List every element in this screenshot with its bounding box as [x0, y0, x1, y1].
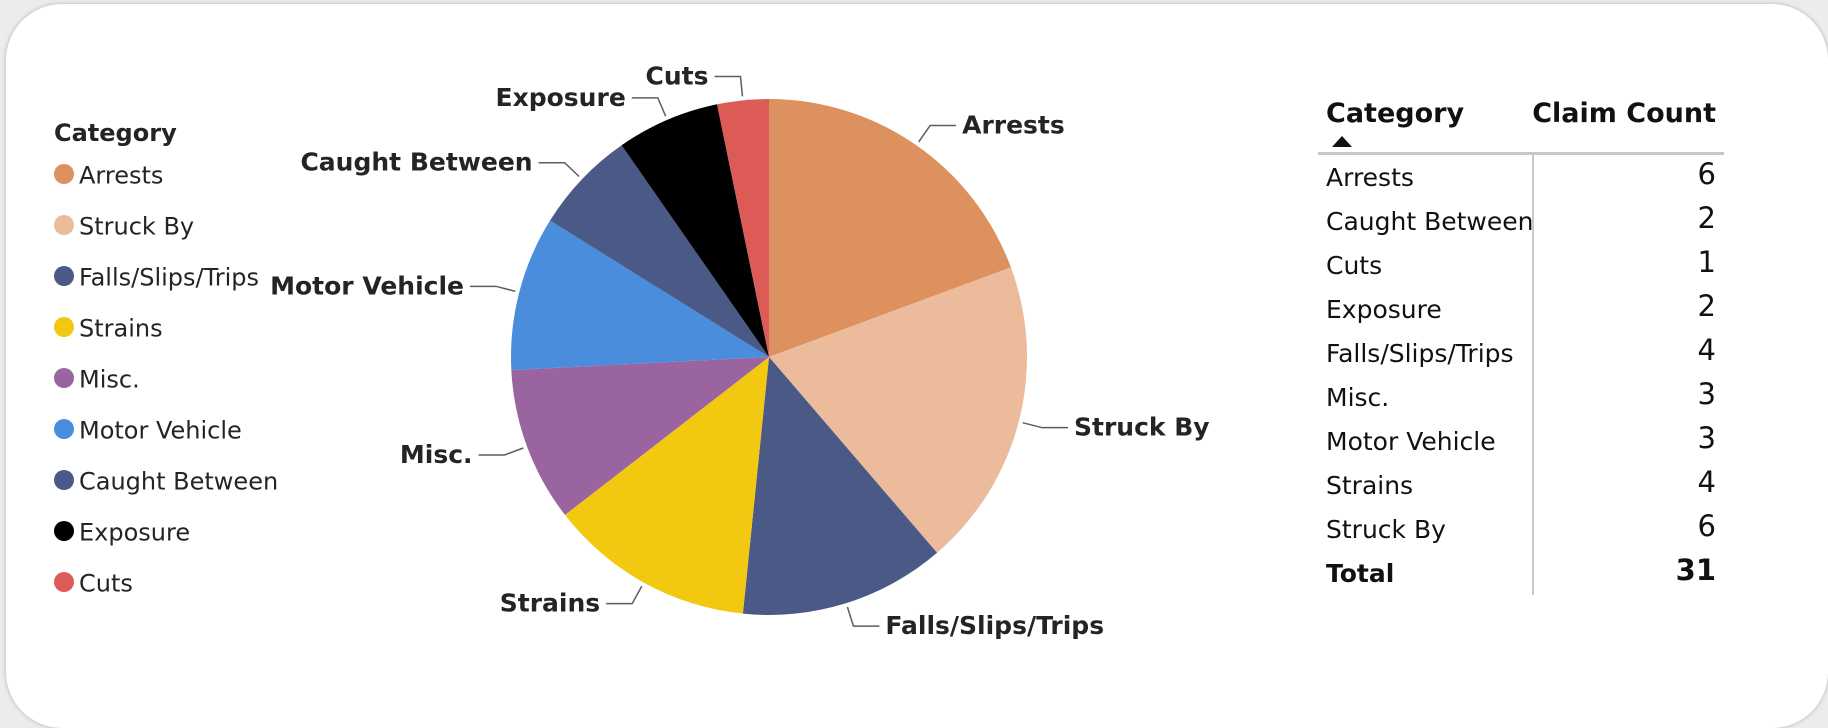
cell-category: Struck By — [1326, 515, 1446, 544]
table-total-row: Total 31 — [1318, 551, 1724, 595]
total-value: 31 — [1675, 553, 1716, 587]
cell-category: Arrests — [1326, 163, 1414, 192]
pie-slice[interactable] — [511, 220, 769, 371]
pie-slice[interactable] — [621, 104, 769, 357]
leader-line — [846, 606, 880, 627]
slice-label: Motor Vehicle — [270, 271, 464, 300]
cell-category: Exposure — [1326, 295, 1442, 324]
table-row[interactable]: Misc. 3 — [1318, 375, 1724, 419]
legend-item-label: Exposure — [79, 518, 191, 547]
legend-item[interactable]: Cuts — [54, 558, 278, 609]
table-row[interactable]: Strains 4 — [1318, 463, 1724, 507]
table-row[interactable]: Cuts 1 — [1318, 243, 1724, 287]
column-header-category[interactable]: Category — [1326, 98, 1465, 129]
cell-claim-count: 2 — [1697, 289, 1716, 323]
slice-label: Cuts — [645, 61, 708, 90]
legend-item[interactable]: Motor Vehicle — [54, 405, 278, 456]
legend-item[interactable]: Struck By — [54, 201, 278, 252]
table-row[interactable]: Arrests 6 — [1318, 155, 1724, 199]
pie-slice[interactable] — [511, 357, 769, 515]
leader-line — [631, 97, 667, 117]
cell-claim-count: 1 — [1697, 245, 1716, 279]
cell-claim-count: 3 — [1697, 377, 1716, 411]
legend-title: Category — [54, 119, 177, 147]
slice-label: Arrests — [962, 111, 1065, 140]
legend-item[interactable]: Caught Between — [54, 456, 278, 507]
legend-item-label: Arrests — [79, 161, 164, 190]
legend-item[interactable]: Exposure — [54, 507, 278, 558]
leader-line — [470, 285, 516, 293]
pie-slice[interactable] — [769, 99, 1011, 357]
legend-item-label: Motor Vehicle — [79, 416, 242, 445]
table-row[interactable]: Falls/Slips/Trips 4 — [1318, 331, 1724, 375]
legend-marker-icon — [54, 521, 74, 541]
legend-items: Arrests Struck By Falls/Slips/Trips Strains… — [54, 150, 278, 609]
legend-item-label: Caught Between — [79, 467, 279, 496]
total-label: Total — [1326, 559, 1395, 588]
table-header: Category Claim Count — [1318, 94, 1724, 155]
cell-claim-count: 6 — [1697, 157, 1716, 191]
table-row[interactable]: Exposure 2 — [1318, 287, 1724, 331]
chart-legend: Category Arrests Struck By Falls/Slips/Tri… — [54, 116, 278, 609]
slice-label: Strains — [500, 589, 600, 618]
claim-table: Category Claim Count Arrests 6 Caught Betw… — [1318, 94, 1724, 595]
pie-chart: Arrests Struck By Falls/Slips/Trips Strains… — [270, 61, 1210, 640]
cell-claim-count: 4 — [1697, 465, 1716, 499]
legend-marker-icon — [54, 572, 74, 592]
legend-item-label: Falls/Slips/Trips — [79, 263, 260, 292]
pie-slice[interactable] — [769, 267, 1027, 553]
slice-label: Struck By — [1074, 413, 1210, 442]
cell-claim-count: 3 — [1697, 421, 1716, 455]
cell-category: Falls/Slips/Trips — [1326, 339, 1514, 368]
cell-claim-count: 4 — [1697, 333, 1716, 367]
cell-category: Caught Between — [1326, 207, 1534, 236]
legend-item[interactable]: Falls/Slips/Trips — [54, 252, 278, 303]
legend-marker-icon — [54, 368, 74, 388]
cell-claim-count: 2 — [1697, 201, 1716, 235]
sort-ascending-icon[interactable] — [1332, 136, 1352, 147]
legend-item[interactable]: Misc. — [54, 354, 278, 405]
slice-label: Falls/Slips/Trips — [885, 611, 1104, 640]
table-body: Arrests 6 Caught Between 2 Cuts 1 Exposure 2 Fal… — [1318, 155, 1724, 595]
legend-item-label: Cuts — [79, 569, 133, 598]
leader-line — [478, 447, 524, 456]
leader-line — [918, 124, 957, 143]
legend-marker-icon — [54, 317, 74, 337]
leader-line — [538, 161, 580, 178]
cell-category: Misc. — [1326, 383, 1390, 412]
pie-slice[interactable] — [717, 99, 769, 357]
cell-claim-count: 6 — [1697, 509, 1716, 543]
legend-item[interactable]: Strains — [54, 303, 278, 354]
report-card: Category Arrests Struck By Falls/Slips/Tri… — [6, 4, 1828, 728]
legend-marker-icon — [54, 470, 74, 490]
legend-marker-icon — [54, 419, 74, 439]
legend-item[interactable]: Arrests — [54, 150, 278, 201]
legend-item-label: Struck By — [79, 212, 195, 241]
pie-slice[interactable] — [564, 357, 769, 614]
table-row[interactable]: Struck By 6 — [1318, 507, 1724, 551]
slice-label: Caught Between — [300, 148, 532, 177]
table-row[interactable]: Caught Between 2 — [1318, 199, 1724, 243]
cell-category: Cuts — [1326, 251, 1383, 280]
table-row[interactable]: Motor Vehicle 3 — [1318, 419, 1724, 463]
slice-label: Exposure — [496, 83, 626, 112]
leader-line — [714, 75, 744, 97]
cell-category: Motor Vehicle — [1326, 427, 1496, 456]
legend-marker-icon — [54, 266, 74, 286]
leader-line — [1022, 421, 1068, 429]
legend-item-label: Misc. — [79, 365, 140, 394]
legend-marker-icon — [54, 215, 74, 235]
column-divider — [1532, 155, 1534, 595]
table-rows: Arrests 6 Caught Between 2 Cuts 1 Exposure 2 Fal… — [1318, 155, 1724, 551]
cell-category: Strains — [1326, 471, 1414, 500]
slice-label: Misc. — [400, 440, 473, 469]
column-header-claim-count[interactable]: Claim Count — [1532, 98, 1716, 129]
legend-marker-icon — [54, 164, 74, 184]
leader-line — [606, 585, 643, 605]
pie-slice[interactable] — [550, 145, 769, 357]
pie-slice[interactable] — [742, 357, 938, 615]
legend-item-label: Strains — [79, 314, 163, 343]
